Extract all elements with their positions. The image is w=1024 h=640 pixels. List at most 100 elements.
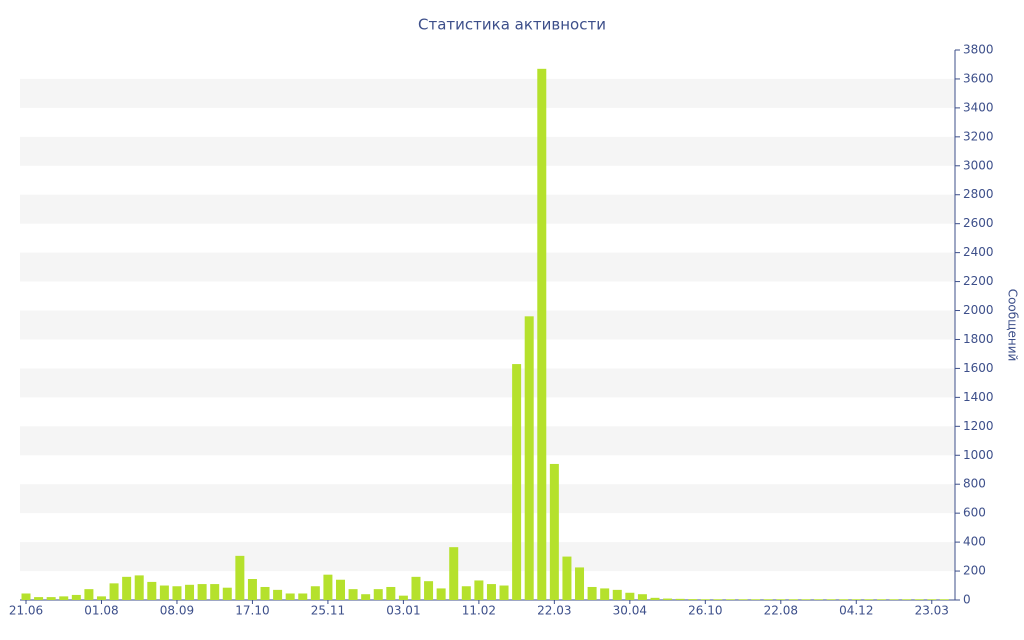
bar — [273, 589, 283, 600]
bar — [134, 575, 144, 600]
bar — [336, 579, 345, 600]
bar — [637, 594, 647, 600]
bar — [625, 592, 635, 600]
bar — [323, 574, 333, 600]
bar — [549, 463, 559, 600]
bar — [310, 586, 320, 600]
y-tick-label: 1200 — [963, 419, 994, 433]
bar — [222, 587, 232, 600]
grid-band — [20, 194, 955, 224]
bar — [575, 567, 585, 600]
bar — [449, 547, 459, 600]
bar — [801, 599, 811, 600]
grid-band — [20, 78, 955, 108]
bar — [851, 599, 861, 600]
bar — [285, 593, 295, 600]
bar — [650, 597, 660, 600]
bar — [512, 364, 522, 600]
bar — [914, 599, 924, 600]
bar — [713, 599, 723, 600]
y-tick-label: 2400 — [963, 245, 994, 259]
bar — [159, 585, 169, 600]
x-tick-label: 22.08 — [764, 604, 798, 618]
y-tick-label: 2800 — [963, 187, 994, 201]
bar — [71, 594, 81, 600]
bar — [235, 555, 245, 600]
bar — [788, 599, 798, 600]
bar — [46, 597, 56, 600]
y-tick-label: 1800 — [963, 332, 994, 346]
bar — [197, 584, 207, 600]
bar — [96, 596, 106, 600]
bar — [424, 581, 434, 600]
grid-band — [20, 252, 955, 282]
y-tick-label: 2000 — [963, 303, 994, 317]
y-tick-label: 3000 — [963, 158, 994, 172]
bar — [122, 576, 132, 600]
bar — [21, 593, 31, 600]
grid-band — [20, 310, 955, 340]
y-tick-label: 1600 — [963, 361, 994, 375]
bar — [902, 599, 912, 600]
bar — [486, 584, 496, 600]
bar — [600, 588, 610, 600]
bar — [361, 594, 371, 600]
bar — [587, 586, 597, 600]
bar — [411, 576, 421, 600]
y-tick-label: 400 — [963, 535, 986, 549]
bar — [776, 599, 786, 600]
bar — [537, 68, 547, 600]
bar — [814, 599, 824, 600]
bar — [864, 599, 874, 600]
x-tick-label: 22.03 — [537, 604, 571, 618]
y-tick-label: 1000 — [963, 448, 994, 462]
bar — [398, 595, 408, 600]
bar — [386, 586, 396, 600]
bar — [260, 586, 270, 600]
bar — [34, 597, 44, 600]
bar — [675, 598, 685, 600]
bar — [738, 599, 748, 600]
x-tick-label: 01.08 — [84, 604, 118, 618]
x-tick-label: 03.01 — [386, 604, 420, 618]
bar — [612, 589, 622, 600]
bar — [663, 598, 673, 600]
bar — [247, 579, 257, 600]
grid-band — [20, 136, 955, 166]
y-tick-label: 2600 — [963, 216, 994, 230]
bar — [927, 599, 937, 600]
grid-band — [20, 368, 955, 398]
y-tick-label: 2200 — [963, 274, 994, 288]
bar — [436, 588, 446, 600]
bar — [562, 556, 572, 600]
bar — [826, 599, 836, 600]
x-tick-label: 26.10 — [688, 604, 722, 618]
x-tick-label: 30.04 — [613, 604, 647, 618]
y-axis-label: Сообщений — [1006, 289, 1020, 362]
bar — [59, 596, 69, 600]
x-tick-label: 25.11 — [311, 604, 345, 618]
bar — [185, 584, 195, 600]
bar — [839, 599, 849, 600]
x-tick-label: 23.03 — [915, 604, 949, 618]
chart-title: Статистика активности — [418, 16, 606, 34]
bar — [298, 593, 308, 600]
grid-band — [20, 426, 955, 456]
bar — [700, 599, 710, 600]
bar — [725, 599, 735, 600]
bar — [939, 599, 949, 600]
bar — [373, 589, 383, 600]
bar — [172, 586, 182, 600]
grid-band — [20, 542, 955, 572]
bar — [348, 589, 358, 600]
bar — [688, 599, 698, 600]
y-tick-label: 3600 — [963, 71, 994, 85]
bar — [461, 586, 471, 600]
bar — [763, 599, 773, 600]
bar — [499, 585, 509, 600]
bar — [889, 599, 899, 600]
y-tick-label: 3400 — [963, 100, 994, 114]
bar — [84, 589, 94, 600]
y-tick-label: 1400 — [963, 390, 994, 404]
